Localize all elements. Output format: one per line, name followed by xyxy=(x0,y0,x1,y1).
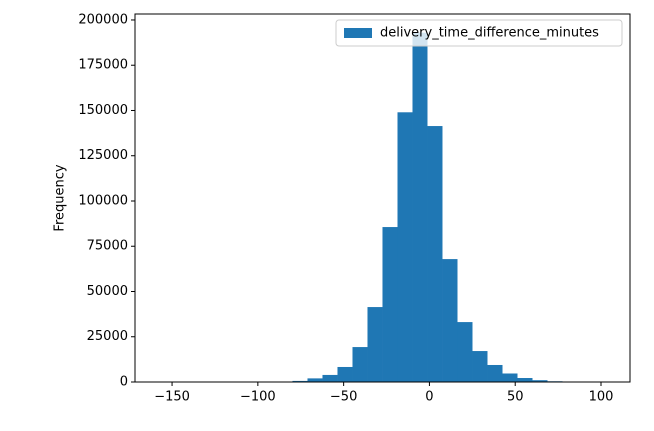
y-tick-label: 0 xyxy=(120,375,128,390)
x-tick-label: −150 xyxy=(154,390,190,405)
bar xyxy=(517,378,532,382)
bar xyxy=(412,33,427,382)
bar xyxy=(352,347,367,382)
y-tick-label: 125000 xyxy=(78,148,128,163)
y-tick-label: 50000 xyxy=(87,284,128,299)
y-tick-label: 150000 xyxy=(78,103,128,118)
bar xyxy=(397,112,412,382)
y-tick-label: 75000 xyxy=(87,239,128,254)
x-tick-label: 100 xyxy=(589,390,614,405)
bar xyxy=(442,259,457,382)
x-tick-label: −100 xyxy=(240,390,276,405)
y-tick-label: 100000 xyxy=(78,193,128,208)
x-tick-label: 0 xyxy=(425,390,433,405)
y-tick-label: 200000 xyxy=(78,12,128,27)
bar xyxy=(457,322,472,382)
y-tick-label: 175000 xyxy=(78,58,128,73)
legend-swatch xyxy=(344,28,372,38)
bar xyxy=(382,227,397,382)
bar xyxy=(307,378,322,382)
x-tick-label: −50 xyxy=(330,390,357,405)
bar xyxy=(322,375,337,382)
bar xyxy=(427,126,442,382)
y-tick-label: 25000 xyxy=(87,329,128,344)
y-axis-label: Frequency xyxy=(53,164,68,231)
legend-label: delivery_time_difference_minutes xyxy=(380,26,599,41)
x-tick-label: 50 xyxy=(507,390,524,405)
bar xyxy=(487,365,502,382)
bar xyxy=(367,307,382,382)
bar xyxy=(337,367,352,382)
bar xyxy=(503,373,518,382)
bar xyxy=(472,351,487,382)
